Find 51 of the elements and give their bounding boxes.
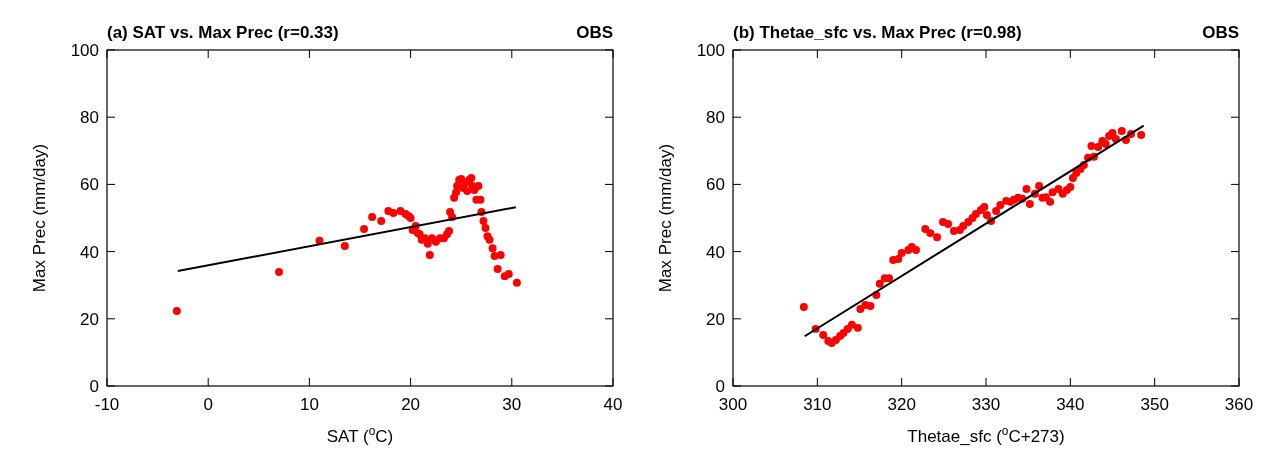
y-tick-label: 100 (70, 40, 99, 60)
x-tick-label: 40 (603, 395, 623, 414)
point (275, 268, 284, 277)
y-axis-title: Max Prec (mm/day) (30, 143, 49, 293)
x-tick-label: 360 (1224, 395, 1254, 414)
point (488, 244, 497, 253)
point (474, 182, 483, 191)
point (496, 250, 505, 259)
point (463, 187, 472, 196)
y-tick-label: 60 (706, 175, 725, 195)
point (377, 217, 386, 226)
y-tick-label: 40 (80, 242, 99, 262)
x-tick-label: 20 (401, 395, 421, 414)
point (481, 224, 490, 233)
x-axis-title: Thetae_sfc ($^{o}$C+273) (907, 424, 1065, 446)
x-tick-label: -10 (94, 395, 120, 414)
y-tick-label: 100 (696, 40, 725, 60)
x-tick-label: 0 (203, 395, 213, 414)
x-tick-label: 30 (502, 395, 522, 414)
y-tick-label: 60 (80, 175, 99, 195)
chart-title: (b) Thetae_sfc vs. Max Prec (r=0.98) (733, 23, 1022, 42)
x-tick-label: 310 (803, 395, 832, 414)
chart-title: (a) SAT vs. Max Prec (r=0.33) (107, 23, 339, 42)
point (493, 265, 502, 274)
text: OBS (576, 23, 613, 42)
point (423, 239, 432, 248)
text: OBS (1202, 23, 1239, 42)
point (360, 225, 369, 234)
y-tick-label: 80 (706, 108, 725, 128)
point (368, 213, 377, 221)
y-tick-label: 80 (80, 108, 99, 128)
y-tick-label: 20 (80, 309, 99, 329)
y-tick-label: 0 (89, 376, 99, 396)
x-tick-label: 340 (1056, 395, 1085, 414)
point (479, 217, 488, 226)
x-tick-label: 350 (1140, 395, 1169, 414)
point (389, 208, 398, 217)
y-axis-title: Max Prec (mm/day) (656, 143, 675, 293)
y-tick-label: 20 (706, 309, 725, 329)
point (504, 270, 513, 279)
x-tick-label: 330 (971, 395, 1001, 414)
x-tick-label: 320 (887, 395, 916, 414)
point (340, 241, 349, 250)
point (425, 250, 434, 259)
x-axis-title: SAT ($^{o}$C) (326, 424, 394, 446)
point (172, 307, 181, 316)
point (512, 278, 521, 287)
y-tick-label: 40 (706, 242, 725, 262)
x-tick-label: 300 (718, 395, 748, 414)
y-tick-label: 0 (715, 376, 725, 396)
x-tick-label: 10 (299, 395, 319, 414)
